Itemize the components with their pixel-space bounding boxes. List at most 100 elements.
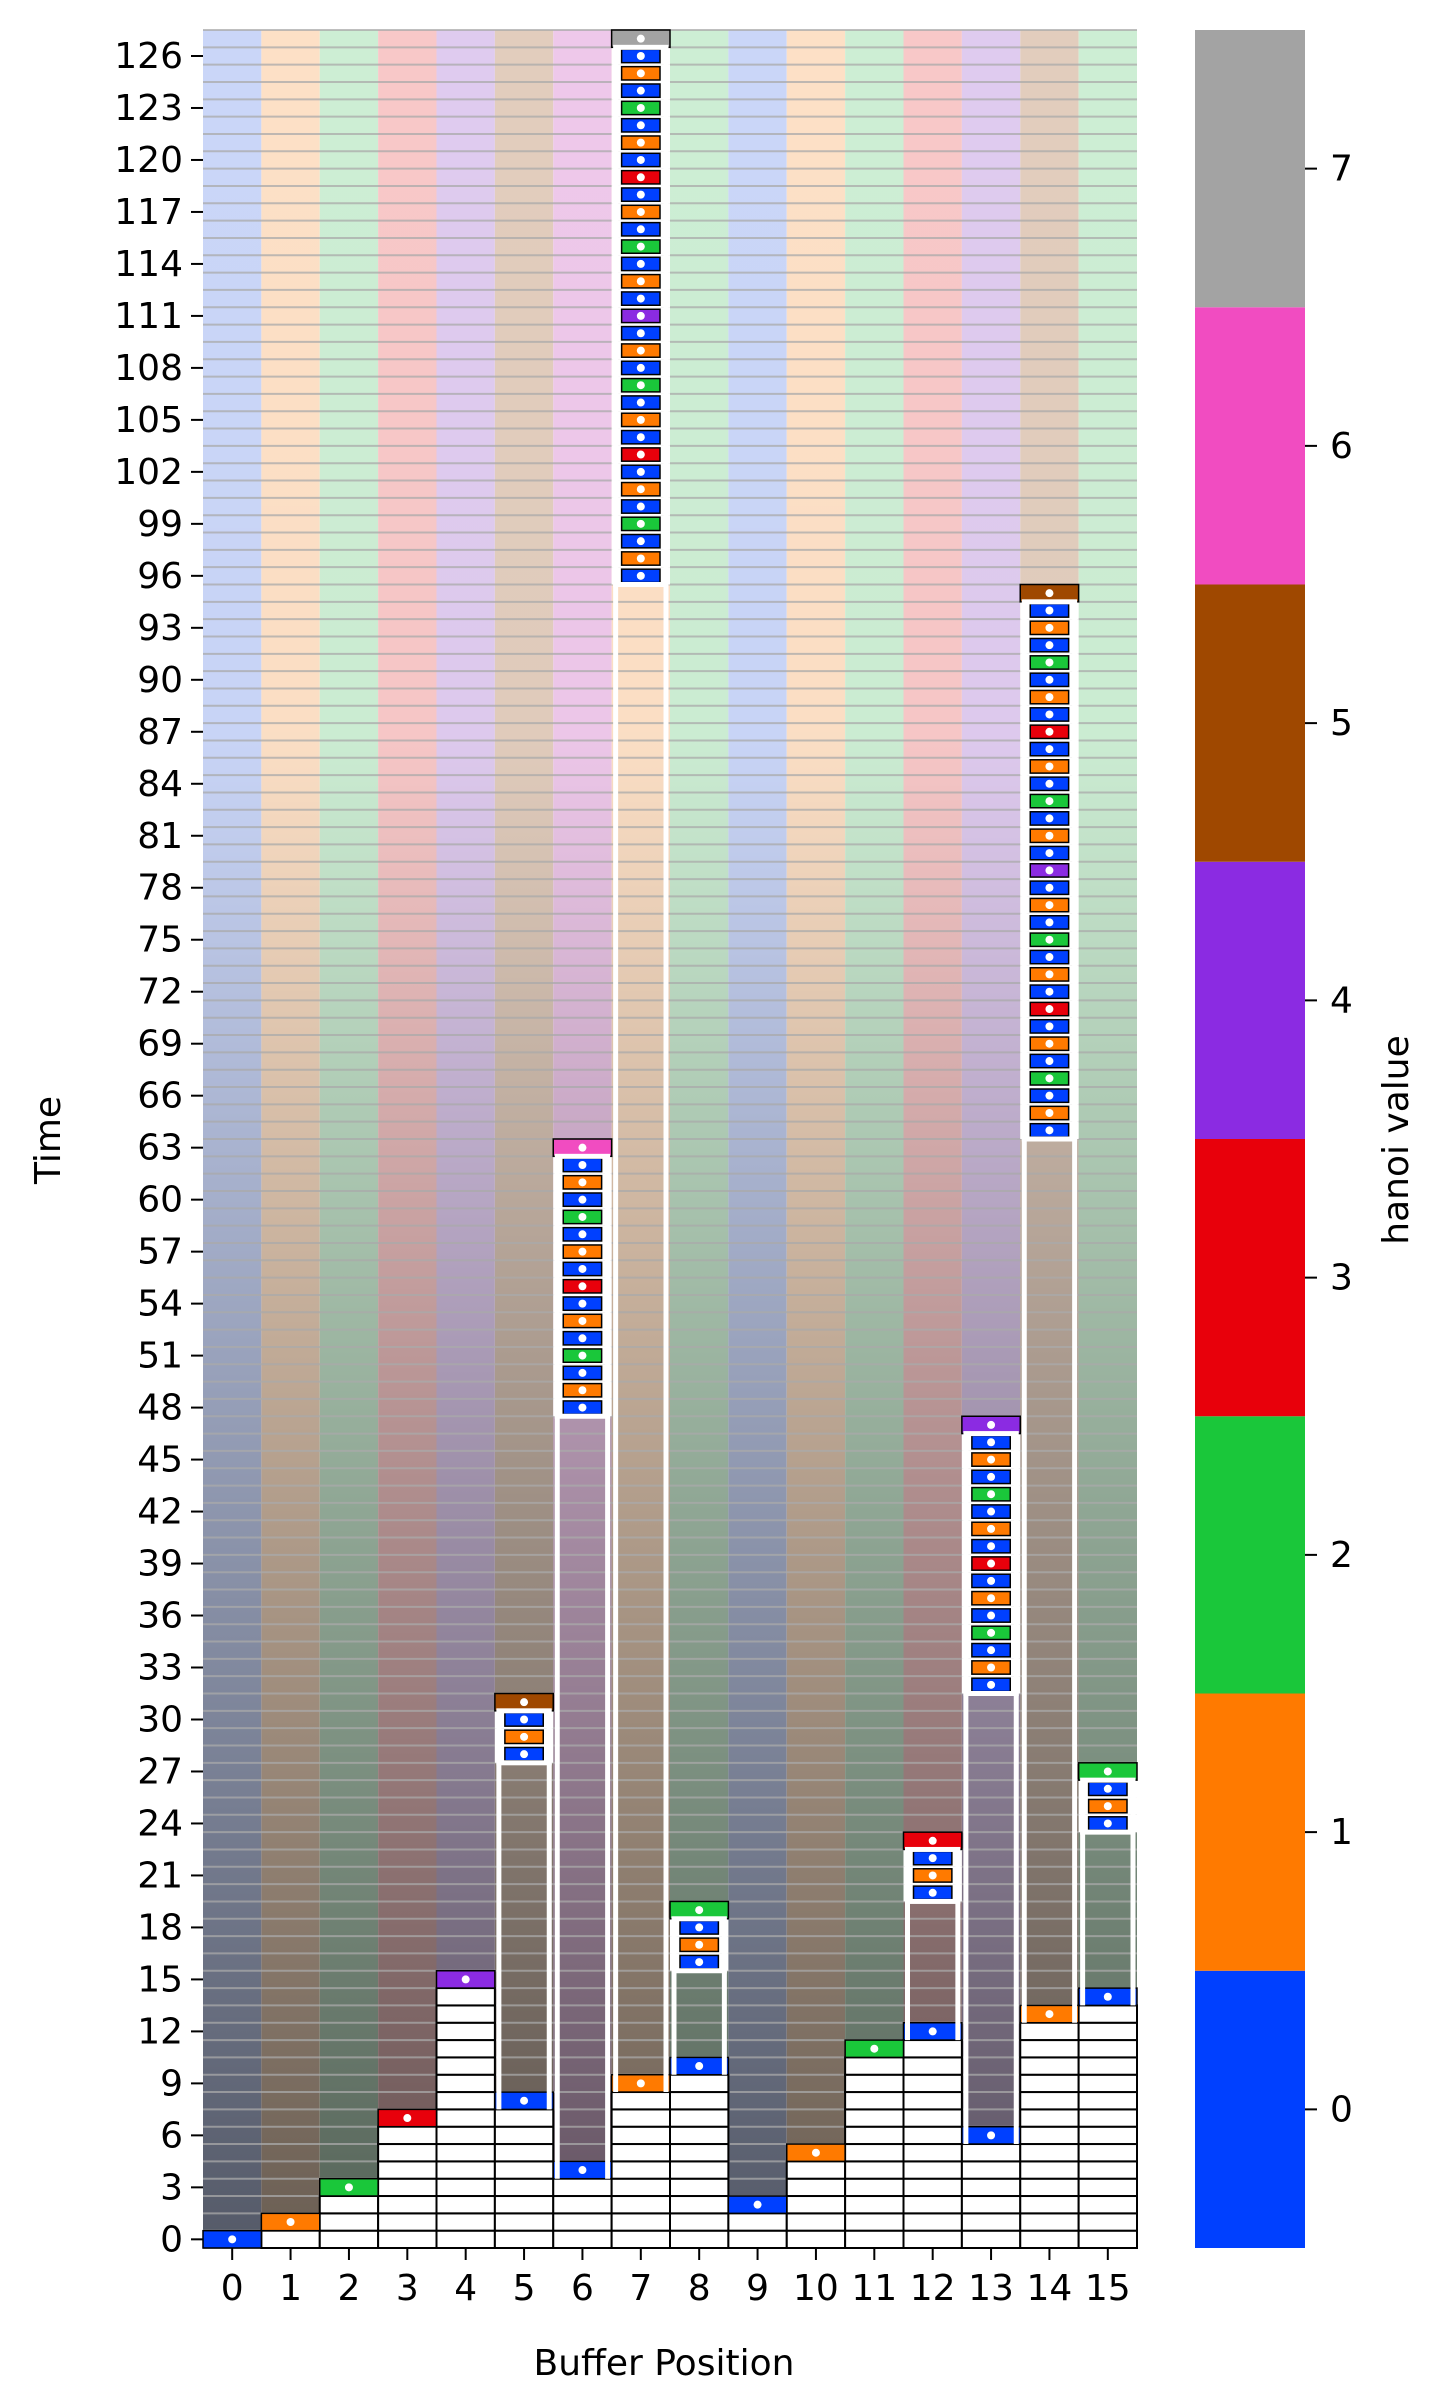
stack-cell bbox=[902, 2073, 963, 2094]
value-dot bbox=[987, 2131, 996, 2140]
value-dot bbox=[1045, 762, 1054, 771]
stack-cell bbox=[1077, 2195, 1138, 2215]
y-tick-label: 120 bbox=[114, 140, 183, 181]
stack-cell bbox=[610, 2108, 671, 2128]
value-dot bbox=[695, 1940, 704, 1949]
value-dot bbox=[1103, 1819, 1112, 1828]
stack-cell bbox=[960, 2212, 1022, 2232]
value-dot bbox=[403, 2114, 412, 2123]
value-dot bbox=[1045, 727, 1054, 736]
x-tick-label: 4 bbox=[454, 2268, 477, 2309]
value-dot bbox=[636, 207, 645, 216]
stack-cell bbox=[902, 2091, 963, 2111]
stack-cell bbox=[669, 2091, 730, 2111]
value-dot bbox=[1045, 970, 1054, 979]
value-dot bbox=[695, 1958, 704, 1967]
value-dot bbox=[1045, 1039, 1054, 1048]
value-dot bbox=[928, 1871, 937, 1880]
active-block-border bbox=[1080, 1777, 1136, 1835]
value-dot bbox=[695, 1906, 704, 1915]
value-dot bbox=[1045, 658, 1054, 667]
y-tick-label: 93 bbox=[137, 608, 183, 649]
value-dot bbox=[286, 2218, 295, 2227]
value-dot bbox=[636, 138, 645, 147]
value-dot bbox=[636, 433, 645, 442]
stack-cell bbox=[435, 2177, 496, 2198]
stack-cell bbox=[960, 2177, 1022, 2198]
stack-cell bbox=[435, 2004, 496, 2024]
value-dot bbox=[636, 103, 645, 112]
value-dot bbox=[928, 1836, 937, 1845]
value-dot bbox=[1045, 883, 1054, 892]
y-tick-label: 18 bbox=[137, 1907, 183, 1948]
stack-cell bbox=[377, 2229, 438, 2249]
stack-cell bbox=[318, 2195, 380, 2215]
value-dot bbox=[578, 1368, 587, 1377]
value-dot bbox=[1103, 1767, 1112, 1776]
y-tick-label: 48 bbox=[137, 1388, 183, 1429]
stack-cell bbox=[1077, 2004, 1138, 2024]
value-dot bbox=[928, 1888, 937, 1897]
value-dot bbox=[578, 1316, 587, 1325]
stack-cell bbox=[493, 2229, 555, 2249]
y-tick-label: 42 bbox=[137, 1492, 183, 1533]
stack-cell bbox=[435, 2143, 496, 2163]
colorbar-tick-label: 4 bbox=[1330, 980, 1353, 1021]
value-dot bbox=[928, 1854, 937, 1863]
value-dot bbox=[636, 294, 645, 303]
active-block-border bbox=[554, 1153, 611, 1419]
value-dot bbox=[578, 1195, 587, 1204]
value-dot bbox=[520, 2096, 529, 2105]
stack-cell bbox=[435, 2091, 496, 2111]
stack-cell bbox=[377, 2160, 438, 2180]
stack-cell bbox=[493, 2177, 555, 2198]
stack-cell bbox=[1077, 2091, 1138, 2111]
value-dot bbox=[578, 1403, 587, 1412]
stack-cell bbox=[1019, 2143, 1080, 2163]
active-block-border bbox=[496, 1708, 552, 1766]
colorbar-tick-label: 1 bbox=[1330, 1812, 1353, 1853]
y-tick-label: 99 bbox=[137, 504, 183, 545]
stack-cell bbox=[669, 2177, 730, 2198]
value-dot bbox=[578, 2166, 587, 2175]
value-dot bbox=[870, 2044, 879, 2053]
value-dot bbox=[1045, 710, 1054, 719]
heatmap-cells bbox=[202, 29, 1138, 2249]
colorbar-segment bbox=[1195, 307, 1305, 585]
x-tick-label: 2 bbox=[337, 2268, 360, 2309]
value-dot bbox=[636, 571, 645, 580]
value-dot bbox=[1045, 987, 1054, 996]
stack-cell bbox=[669, 2125, 730, 2146]
stack-cell bbox=[610, 2160, 671, 2180]
stack-cell bbox=[960, 2229, 1022, 2249]
stack-cell bbox=[902, 2143, 963, 2163]
stack-cell bbox=[902, 2212, 963, 2232]
colorbar-segment bbox=[1195, 1693, 1305, 1971]
x-tick-label: 13 bbox=[968, 2268, 1014, 2309]
value-dot bbox=[636, 242, 645, 251]
y-tick-label: 12 bbox=[137, 2011, 183, 2052]
y-tick-label: 117 bbox=[114, 192, 183, 233]
value-dot bbox=[636, 225, 645, 234]
value-dot bbox=[1045, 1109, 1054, 1118]
value-dot bbox=[1103, 1992, 1112, 2001]
colorbar-segment bbox=[1195, 1416, 1305, 1694]
y-tick-label: 54 bbox=[137, 1284, 183, 1325]
stack-cell bbox=[552, 2229, 613, 2249]
y-tick-label: 6 bbox=[160, 2115, 183, 2156]
stack-cell bbox=[1077, 2143, 1138, 2163]
value-dot bbox=[636, 519, 645, 528]
y-tick-label: 63 bbox=[137, 1128, 183, 1169]
stack-cell bbox=[377, 2177, 438, 2198]
value-dot bbox=[1045, 901, 1054, 910]
x-tick-label: 11 bbox=[851, 2268, 897, 2309]
stack-cell bbox=[1019, 2039, 1080, 2059]
stack-cell bbox=[727, 2229, 788, 2249]
stack-cell bbox=[435, 2160, 496, 2180]
active-block-border bbox=[905, 1846, 961, 1904]
colorbar-segment bbox=[1195, 30, 1305, 308]
value-dot bbox=[520, 1698, 529, 1707]
value-dot bbox=[636, 450, 645, 459]
value-dot bbox=[1045, 935, 1054, 944]
stack-cell bbox=[435, 2229, 496, 2249]
